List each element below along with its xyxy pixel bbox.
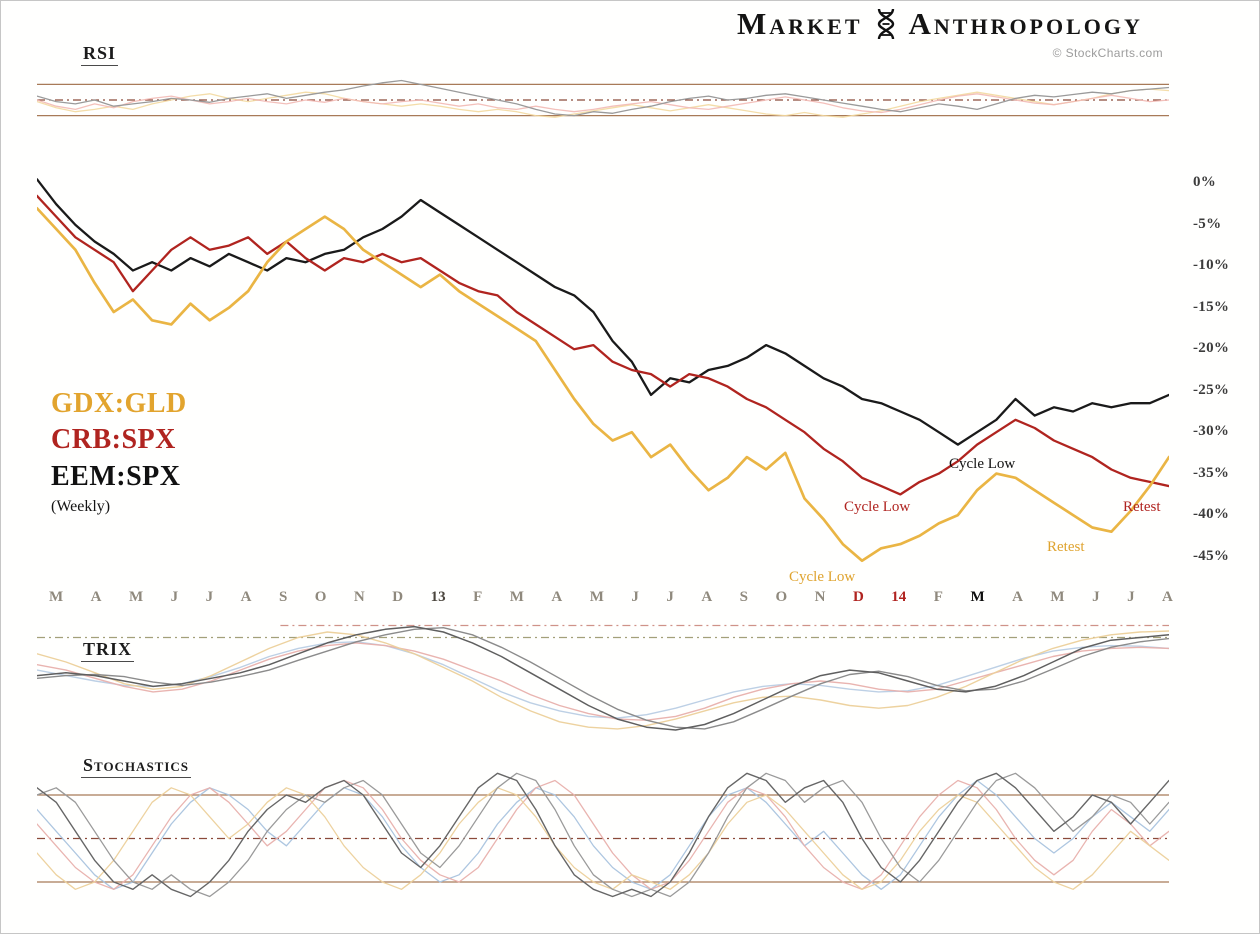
x-axis-label: F xyxy=(473,589,483,605)
x-axis-label: M xyxy=(1050,589,1065,605)
y-axis-tick: -45% xyxy=(1193,547,1230,564)
x-axis-label: D xyxy=(392,589,404,605)
x-axis-label: M xyxy=(128,589,144,605)
x-axis-label: M xyxy=(509,589,524,605)
x-axis-label: A xyxy=(90,589,102,605)
series-stoch-fast xyxy=(36,772,1170,898)
x-axis-label: J xyxy=(205,589,214,605)
series-eem-spx-rsi xyxy=(36,79,1170,117)
legend-item-crb-spx: CRB:SPX xyxy=(51,424,176,456)
y-axis-tick: -5% xyxy=(1193,215,1222,232)
x-axis-label: J xyxy=(666,589,674,605)
series-stoch-blue xyxy=(36,779,1170,890)
x-axis-label: M xyxy=(49,589,64,605)
x-axis-label: 14 xyxy=(891,589,907,605)
y-axis-tick: -10% xyxy=(1193,257,1230,274)
x-axis-label: O xyxy=(314,589,327,605)
x-axis-label: S xyxy=(278,589,288,605)
x-axis-label: J xyxy=(1127,589,1135,605)
trix-panel-label: TRIX xyxy=(81,639,135,662)
series-stoch-yellow xyxy=(36,787,1170,890)
y-axis-tick: -30% xyxy=(1193,423,1230,440)
series-trix-pink xyxy=(36,642,1170,721)
brand: Market Anthropology xyxy=(737,6,1143,41)
y-axis-tick: -40% xyxy=(1193,506,1230,523)
x-axis-label: O xyxy=(775,589,788,605)
trix-plot xyxy=(36,613,1170,749)
rsi-panel-label: RSI xyxy=(81,43,119,66)
series-crb-spx xyxy=(35,194,1171,496)
x-axis-label: D xyxy=(852,589,864,605)
y-axis-tick: -35% xyxy=(1193,464,1230,481)
x-axis-label: A xyxy=(1012,589,1023,605)
stoch-plot xyxy=(36,766,1170,911)
x-axis-label: N xyxy=(814,589,826,605)
brand-anthropology: Anthropology xyxy=(908,6,1143,41)
x-axis-label: J xyxy=(631,589,639,605)
x-axis-labels: M A M J J A S O N D 13 F M A M J J A S O N D 14 F M A M J J A xyxy=(49,589,1173,606)
legend-item-eem-spx: EEM:SPX xyxy=(51,460,181,492)
x-axis-label: J xyxy=(170,589,179,605)
main-plot xyxy=(35,171,1171,569)
stochastics-panel-label: Stochastics xyxy=(81,755,192,778)
x-axis-label: A xyxy=(551,589,563,605)
legend: GDX:GLD CRB:SPX EEM:SPX (Weekly) xyxy=(51,389,187,516)
y-axis-tick: 0% xyxy=(1193,174,1217,191)
series-stoch-pink xyxy=(36,779,1170,890)
y-axis-tick: -15% xyxy=(1193,298,1230,315)
x-axis-label: 13 xyxy=(430,589,446,605)
x-axis-label: M xyxy=(970,589,985,605)
y-axis-tick: -20% xyxy=(1193,340,1230,357)
y-axis-tick: -25% xyxy=(1193,381,1230,398)
x-axis-label: A xyxy=(1162,589,1173,605)
x-axis-label: A xyxy=(240,589,252,605)
x-axis-label: S xyxy=(739,589,748,605)
legend-timeframe: (Weekly) xyxy=(51,498,111,516)
legend-item-gdx-gld: GDX:GLD xyxy=(51,388,187,419)
series-gdx-gld xyxy=(35,206,1171,563)
series-crb-spx-rsi xyxy=(36,93,1170,114)
series-trix-signal xyxy=(36,626,1170,730)
rsi-plot xyxy=(36,61,1170,139)
series-gdx-gld-rsi xyxy=(36,88,1170,118)
series-eem-spx xyxy=(35,178,1171,446)
x-axis-label: M xyxy=(589,589,604,605)
dna-icon xyxy=(873,7,899,41)
watermark-credit: © StockCharts.com xyxy=(1052,46,1163,60)
x-axis-label: F xyxy=(933,589,943,605)
series-stoch-slow xyxy=(36,772,1170,898)
x-axis-label: J xyxy=(1092,589,1100,605)
series-trix-yellow xyxy=(36,630,1170,730)
annotation: Cycle Low xyxy=(789,569,856,585)
x-axis-label: N xyxy=(353,589,365,605)
series-trix-blue xyxy=(36,641,1170,719)
brand-market: Market xyxy=(737,6,863,41)
series-trix-main xyxy=(36,625,1170,731)
x-axis-label: A xyxy=(701,589,713,605)
